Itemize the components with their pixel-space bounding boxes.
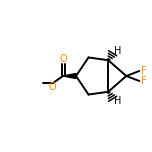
Text: F: F <box>141 66 147 76</box>
Text: O: O <box>48 83 56 93</box>
Text: H: H <box>114 96 121 106</box>
Text: H: H <box>114 46 121 56</box>
Text: F: F <box>141 76 147 86</box>
Polygon shape <box>63 74 76 78</box>
Text: O: O <box>59 55 67 64</box>
